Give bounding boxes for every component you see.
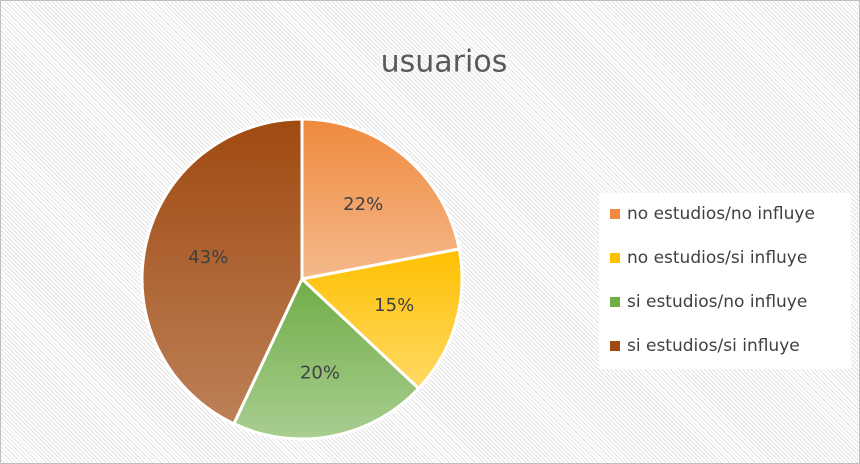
- pie-slice: [298, 247, 464, 391]
- legend-marker: [610, 341, 620, 351]
- legend-marker: [610, 253, 620, 263]
- legend-label: si estudios/no influye: [627, 292, 807, 312]
- data-label: 22%: [343, 194, 383, 215]
- legend-box: [599, 193, 851, 369]
- pie-slice: [231, 276, 421, 441]
- data-label: 43%: [188, 247, 228, 268]
- data-label: 15%: [374, 295, 414, 316]
- legend-marker: [610, 209, 620, 219]
- pie-slice: [300, 117, 461, 281]
- legend-label: no estudios/si influye: [627, 248, 807, 268]
- pie-slice: [140, 117, 304, 426]
- chart-title: usuarios: [381, 45, 508, 80]
- legend-label: no estudios/no influye: [627, 204, 815, 224]
- data-label: 20%: [300, 362, 340, 383]
- legend-label: si estudios/si influye: [627, 336, 800, 356]
- legend-marker: [610, 297, 620, 307]
